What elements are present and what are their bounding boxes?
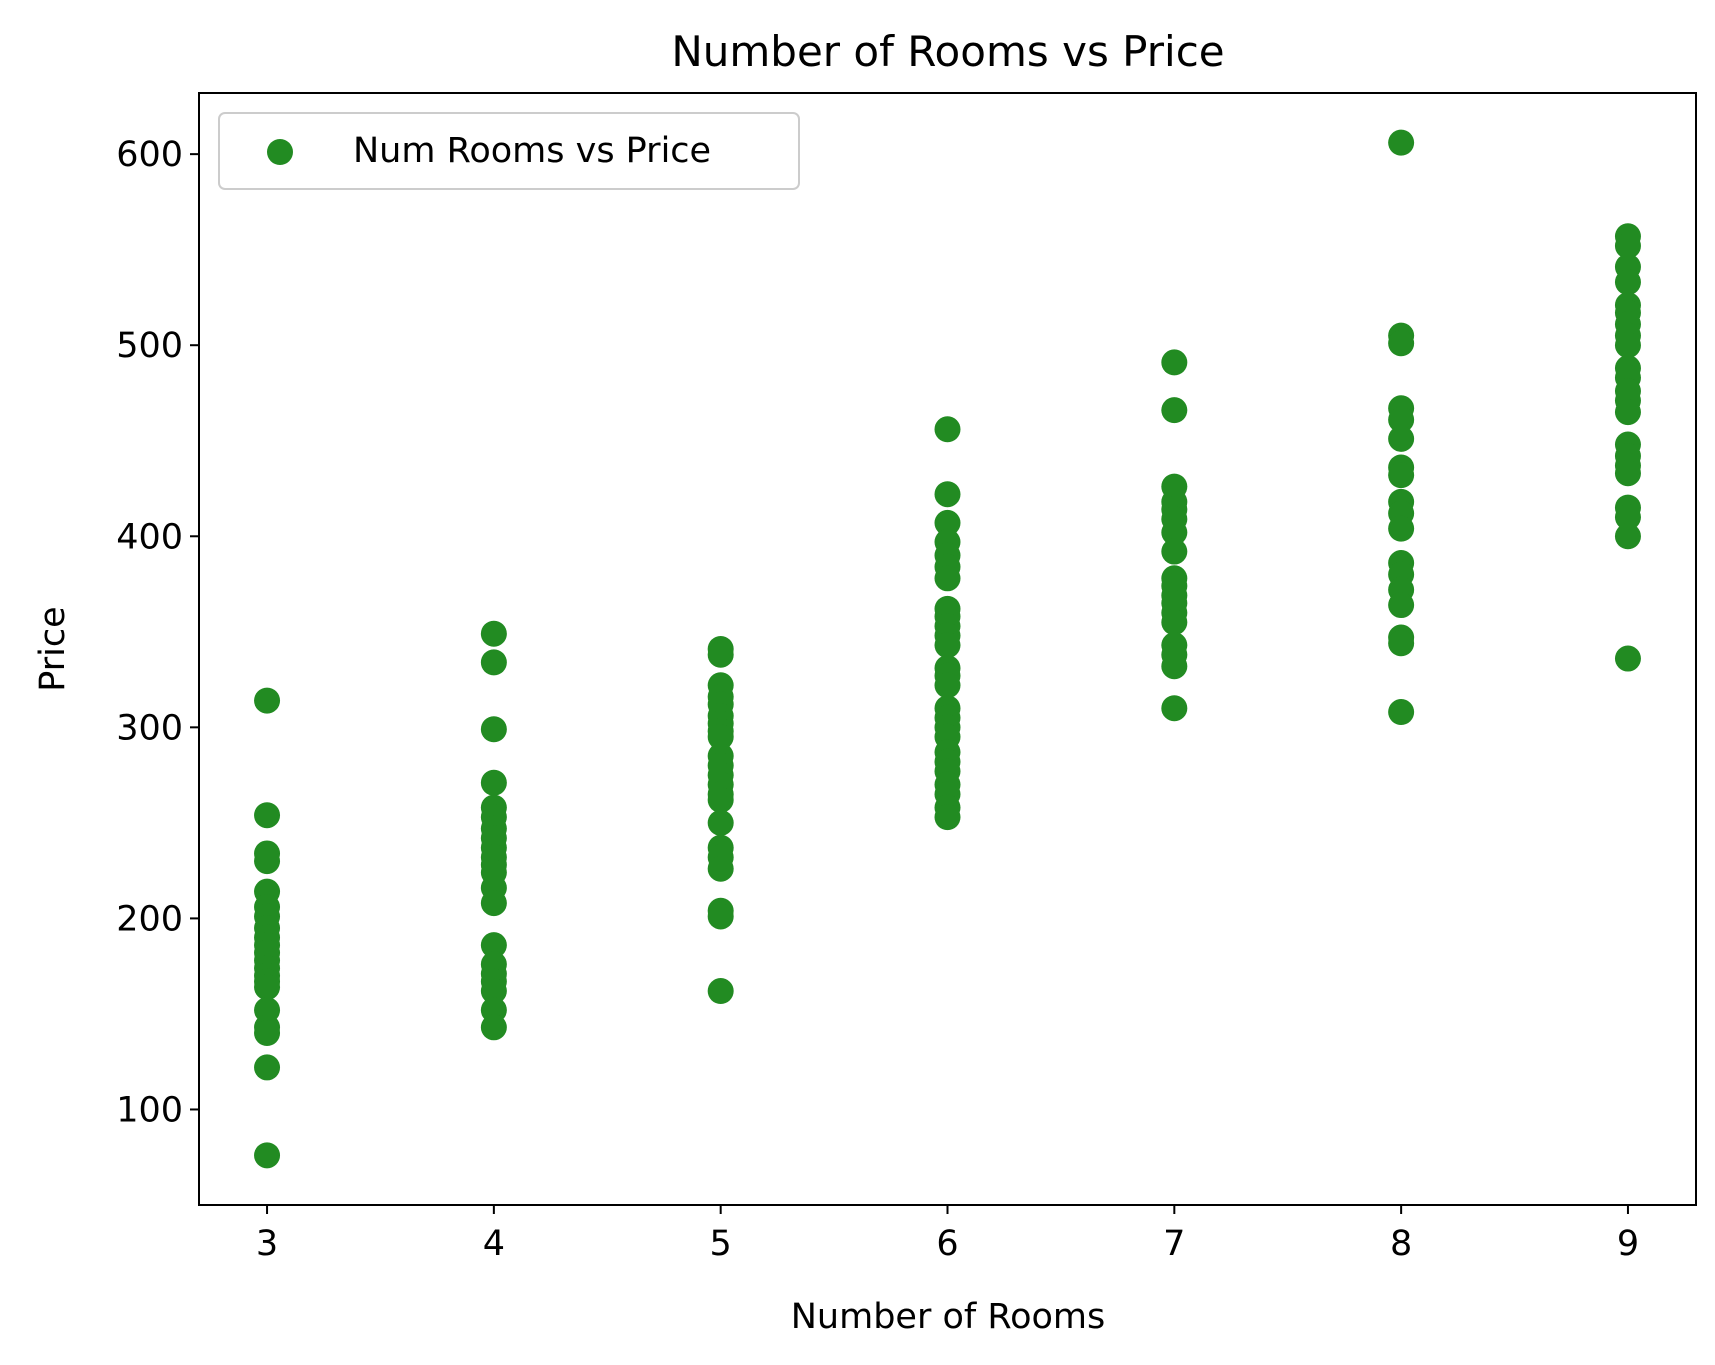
y-tick-label: 500 [116, 326, 183, 366]
data-point [707, 903, 734, 930]
data-point [1161, 653, 1188, 680]
data-point [934, 416, 961, 443]
legend-label: Num Rooms vs Price [353, 131, 711, 171]
y-tick-label: 300 [116, 708, 183, 748]
data-point [1161, 609, 1188, 636]
data-point [1161, 538, 1188, 565]
legend-box [218, 112, 800, 190]
data-point [254, 1142, 281, 1169]
data-point [1388, 425, 1415, 452]
data-point [1614, 460, 1641, 487]
data-point [707, 641, 734, 668]
data-points [254, 129, 1641, 1169]
y-tick-label: 400 [116, 517, 183, 557]
data-point [934, 481, 961, 508]
data-point [480, 769, 507, 796]
data-point [480, 978, 507, 1005]
data-point [1614, 399, 1641, 426]
data-point [480, 932, 507, 959]
data-point [934, 565, 961, 592]
y-axis-ticks: 100 200 300 400 500 600 [116, 135, 199, 1130]
data-point [480, 716, 507, 743]
data-point [1614, 269, 1641, 296]
data-point [1161, 397, 1188, 424]
data-point [707, 786, 734, 813]
data-point [1614, 232, 1641, 259]
data-point [934, 672, 961, 699]
data-point [1388, 462, 1415, 489]
data-point [1614, 523, 1641, 550]
data-point [254, 1020, 281, 1047]
x-tick-label: 8 [1390, 1224, 1412, 1264]
x-tick-label: 4 [483, 1224, 505, 1264]
data-point [1388, 406, 1415, 433]
data-point [1388, 330, 1415, 357]
legend: Num Rooms vs Price [218, 112, 800, 190]
chart-title: Number of Rooms vs Price [671, 27, 1224, 76]
data-point [1161, 695, 1188, 722]
data-point [707, 978, 734, 1005]
data-point [254, 974, 281, 1001]
legend-marker [267, 139, 293, 165]
data-point [1388, 630, 1415, 657]
data-point [1614, 504, 1641, 531]
data-point [480, 649, 507, 676]
data-point [480, 890, 507, 917]
x-tick-label: 9 [1617, 1224, 1639, 1264]
data-point [1388, 592, 1415, 619]
data-point [934, 632, 961, 659]
x-tick-label: 7 [1163, 1224, 1185, 1264]
data-point [254, 1054, 281, 1081]
data-point [1161, 349, 1188, 376]
y-tick-label: 100 [116, 1090, 183, 1130]
x-axis-ticks: 3 4 5 6 7 8 9 [256, 1205, 1639, 1264]
data-point [1388, 129, 1415, 156]
y-axis-label: Price [33, 606, 73, 691]
x-tick-label: 6 [936, 1224, 958, 1264]
data-point [254, 802, 281, 829]
data-point [1614, 645, 1641, 672]
y-tick-label: 600 [116, 135, 183, 175]
data-point [934, 509, 961, 536]
x-tick-label: 5 [710, 1224, 732, 1264]
y-tick-label: 200 [116, 899, 183, 939]
x-axis-label: Number of Rooms [791, 1297, 1106, 1337]
data-point [254, 687, 281, 714]
data-point [254, 848, 281, 875]
x-tick-label: 3 [256, 1224, 278, 1264]
data-point [1388, 515, 1415, 542]
data-point [1614, 332, 1641, 359]
data-point [707, 855, 734, 882]
data-point [480, 620, 507, 647]
data-point [707, 723, 734, 750]
data-point [934, 804, 961, 831]
data-point [480, 1014, 507, 1041]
data-point [1161, 519, 1188, 546]
data-point [707, 809, 734, 836]
data-point [1388, 699, 1415, 726]
